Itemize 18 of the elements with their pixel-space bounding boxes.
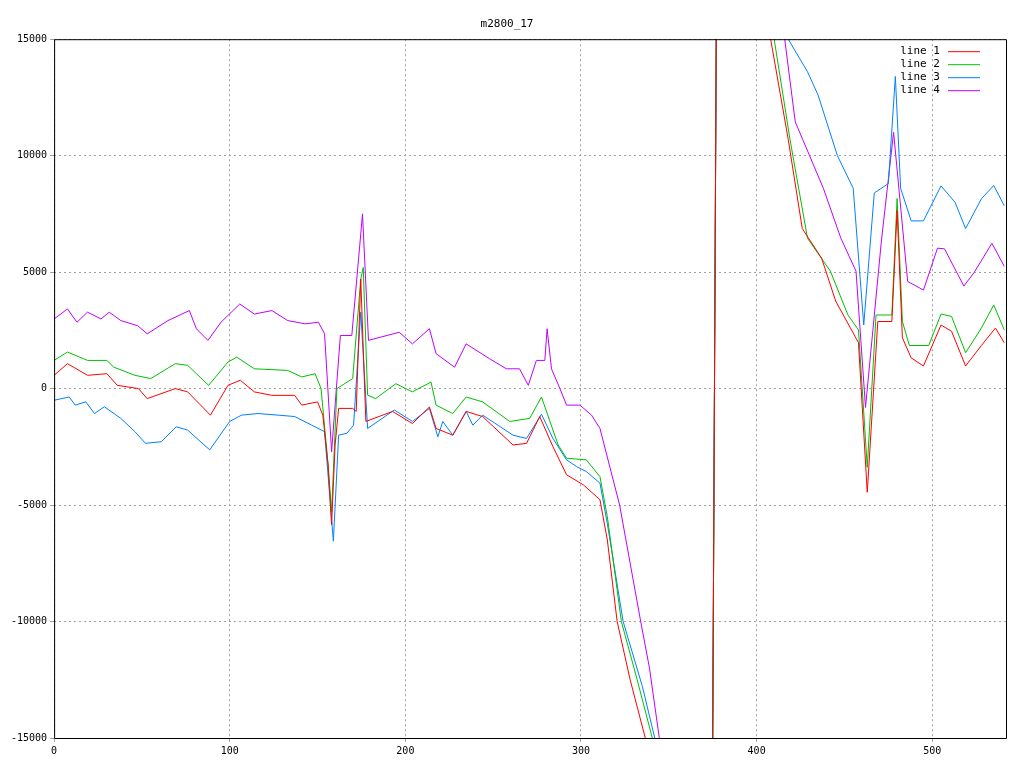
y-tick-label: -10000	[11, 615, 48, 627]
y-tick-label: 5000	[23, 265, 48, 277]
legend-label: line 2	[900, 57, 940, 71]
x-tick-label: 500	[923, 744, 942, 756]
x-tick-label: 400	[747, 744, 766, 756]
y-tick-label: -15000	[11, 731, 48, 743]
chart-title: m2800_17	[480, 17, 534, 31]
legend-label: line 3	[900, 70, 940, 84]
x-tick-label: 100	[220, 744, 239, 756]
legend-label: line 4	[900, 83, 941, 97]
y-tick-label: 0	[41, 382, 48, 394]
x-tick-label: 0	[51, 744, 58, 756]
x-tick-label: 300	[571, 744, 591, 756]
y-tick-label: -5000	[17, 498, 48, 510]
legend-label: line 1	[900, 44, 940, 58]
x-tick-label: 200	[396, 744, 415, 756]
y-tick-label: 10000	[17, 149, 48, 161]
y-tick-label: 15000	[17, 32, 48, 44]
